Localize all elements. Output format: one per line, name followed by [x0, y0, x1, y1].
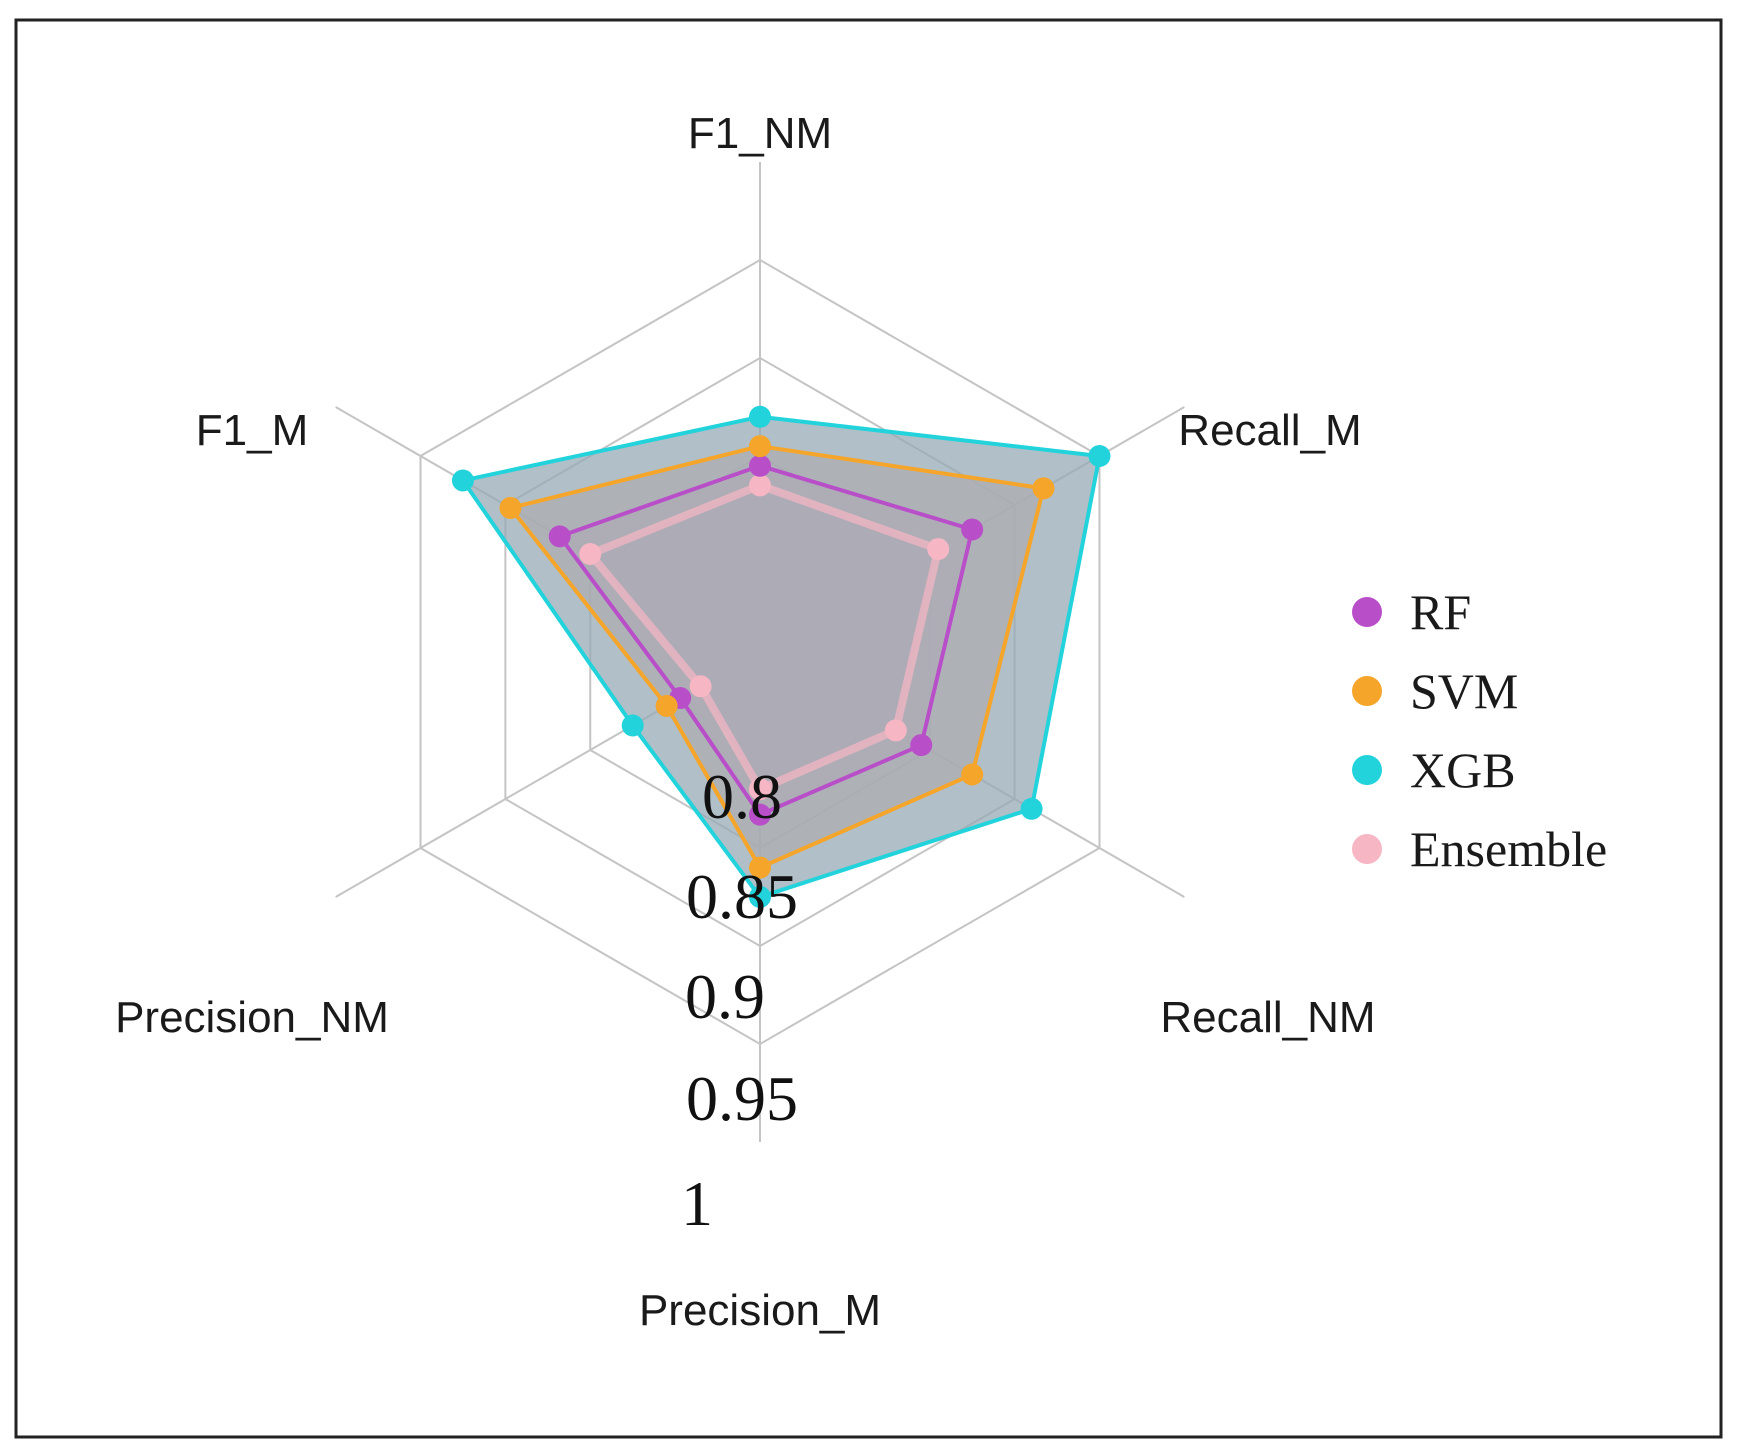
point-xgb-recall-nm [1020, 797, 1043, 820]
point-svm-recall-m [1032, 477, 1055, 500]
tick-label: 0.95 [686, 1063, 798, 1134]
point-svm-f1-m [499, 496, 522, 519]
tick-labels: 0.8 0.85 0.9 0.95 1 [681, 761, 798, 1239]
axis-label-recall-nm: Recall_NM [1160, 993, 1375, 1042]
point-xgb-f1-m [451, 469, 474, 492]
legend-marker-xgb [1352, 755, 1382, 785]
axis-label-f1-nm: F1_NM [688, 109, 832, 158]
point-rf-f1-nm [749, 454, 771, 477]
tick-label: 0.9 [685, 961, 765, 1032]
tick-label: 0.85 [686, 861, 798, 932]
point-xgb-precision-nm [621, 714, 644, 737]
axis-labels: F1_NM Recall_M Recall_NM Precision_M Precisi… [115, 109, 1376, 1335]
point-svm-recall-nm [961, 763, 984, 786]
point-ensemble-recall-m [927, 538, 950, 561]
axis-label-precision-nm: Precision_NM [115, 993, 389, 1042]
legend-label-svm: SVM [1410, 663, 1518, 719]
legend-label-ensemble: Ensemble [1410, 821, 1607, 877]
point-ensemble-f1-nm [749, 474, 771, 497]
axis-label-recall-m: Recall_M [1178, 406, 1361, 455]
legend-marker-svm [1352, 676, 1382, 706]
axis-label-precision-m: Precision_M [639, 1286, 881, 1335]
point-svm-precision-m [749, 856, 771, 879]
point-rf-precision-m [749, 803, 771, 826]
point-ensemble-precision-m [749, 778, 771, 801]
point-ensemble-precision-nm [689, 675, 712, 698]
axis-label-f1-m: F1_M [196, 406, 308, 455]
point-ensemble-recall-nm [884, 719, 907, 742]
legend-marker-ensemble [1352, 834, 1382, 864]
legend-label-xgb: XGB [1410, 742, 1516, 798]
tick-label: 1 [681, 1168, 713, 1239]
legend-label-rf: RF [1410, 584, 1471, 640]
point-svm-f1-nm [749, 435, 771, 458]
point-xgb-f1-nm [749, 405, 771, 428]
point-xgb-recall-m [1088, 445, 1111, 467]
series-points [451, 405, 1111, 908]
point-svm-precision-nm [655, 694, 678, 717]
point-ensemble-f1-m [579, 543, 602, 565]
point-rf-recall-m [961, 518, 984, 541]
point-rf-f1-m [548, 525, 571, 548]
point-xgb-precision-m [749, 886, 771, 908]
legend-marker-rf [1352, 597, 1382, 627]
point-rf-recall-nm [910, 734, 933, 757]
legend: RF SVM XGB Ensemble [1352, 584, 1607, 877]
tick-label: 0.8 [702, 761, 782, 832]
